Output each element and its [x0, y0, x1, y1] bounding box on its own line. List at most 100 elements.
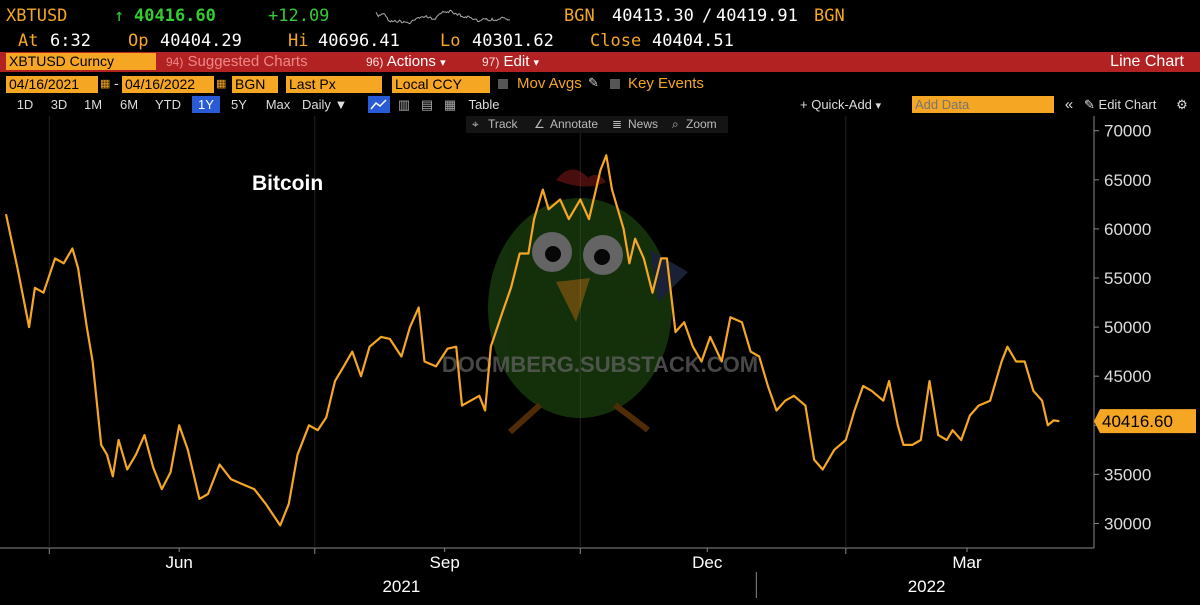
start-date-field[interactable]: 04/16/2021	[6, 76, 98, 93]
at-time: 6:32	[50, 31, 91, 51]
period-ytd[interactable]: YTD	[155, 97, 181, 112]
at-label: At	[18, 31, 39, 51]
close-label: Close	[590, 31, 642, 51]
news-button[interactable]: News	[628, 117, 659, 131]
source-field[interactable]: BGN	[232, 76, 278, 93]
mov-avgs-label[interactable]: Mov Avgs	[517, 75, 582, 92]
y-tick-label: 45000	[1104, 367, 1151, 386]
collapse-icon[interactable]: «	[1064, 96, 1074, 113]
period-5y[interactable]: 5Y	[231, 97, 247, 112]
last-price: 40416.60	[134, 6, 216, 26]
suggested-charts-label: Suggested Charts	[187, 53, 308, 70]
zoom-button[interactable]: Zoom	[686, 117, 717, 131]
y-tick-label: 65000	[1104, 171, 1151, 190]
y-tick-label: 55000	[1104, 269, 1151, 288]
watermark-text: DOOMBERG.SUBSTACK.COM	[442, 352, 758, 377]
price-change: +12.09	[268, 6, 330, 26]
close-price: 40404.51	[652, 31, 734, 51]
chevron-down-icon: ▾	[533, 57, 540, 69]
security-field[interactable]: XBTUSD Curncy	[6, 53, 156, 70]
line-chart-icon[interactable]	[368, 96, 390, 113]
y-tick-label: 50000	[1104, 318, 1151, 337]
period-max[interactable]: Max	[265, 97, 291, 112]
mov-avgs-checkbox[interactable]	[498, 79, 508, 89]
actions-menu[interactable]: 96) Actions ▾	[366, 53, 476, 71]
period-1y[interactable]: 1Y	[192, 96, 220, 113]
period-1m[interactable]: 1M	[83, 97, 103, 112]
frequency-selector[interactable]: Daily ▼	[302, 96, 366, 113]
bid-ask-separator: /	[702, 6, 713, 26]
crosshair-icon[interactable]: ⌖	[472, 117, 479, 131]
edit-chart-button[interactable]: ✎ Edit Chart	[1084, 96, 1170, 113]
period-bar: 1D 3D 1M 6M YTD 1Y 5Y Max Daily ▼ ▥ ▤ ▦ …	[0, 95, 1200, 115]
x-year-label: 2022	[908, 577, 946, 596]
open-label: Op	[128, 31, 149, 51]
ask-price: 40419.91	[716, 6, 798, 26]
edit-menu[interactable]: 97) Edit ▾	[482, 53, 562, 71]
low-label: Lo	[440, 31, 461, 51]
y-tick-label: 70000	[1104, 122, 1151, 141]
high-label: Hi	[288, 31, 309, 51]
key-events-checkbox[interactable]	[610, 79, 620, 89]
plus-icon: +	[800, 97, 808, 112]
chart-type-label: Line Chart	[1110, 53, 1184, 70]
period-1d[interactable]: 1D	[16, 97, 34, 112]
open-price: 40404.29	[160, 31, 242, 51]
edit-number: 97)	[482, 55, 500, 69]
date-separator: -	[114, 75, 119, 91]
y-tick-label: 60000	[1104, 220, 1151, 239]
field-selector[interactable]: Last Px	[286, 76, 382, 93]
x-month-label: Jun	[165, 553, 192, 572]
x-year-label: 2021	[382, 577, 420, 596]
last-value-marker	[1094, 409, 1196, 434]
chart-tools-bar: ⌖ Track ∠ Annotate ≣ News ⌕ Zoom	[466, 116, 728, 133]
ticker-label: XBTUSD	[6, 6, 68, 26]
actions-number: 96)	[366, 55, 384, 69]
gear-icon[interactable]: ⚙	[1176, 97, 1188, 112]
chart-settings-bar: 04/16/2021 ▦ - 04/16/2022 ▦ BGN Last Px …	[0, 75, 1200, 94]
up-arrow-icon: ↑	[114, 6, 125, 26]
track-button[interactable]: Track	[488, 117, 518, 131]
high-price: 40696.41	[318, 31, 400, 51]
annotate-button[interactable]: Annotate	[550, 117, 599, 131]
chevron-down-icon: ▾	[875, 100, 882, 112]
pencil-icon[interactable]: ✎	[588, 75, 599, 90]
x-month-label: Sep	[430, 553, 460, 572]
edit-label: Edit	[503, 53, 530, 70]
area-chart-icon[interactable]: ▦	[443, 97, 457, 112]
y-tick-label: 35000	[1104, 465, 1151, 484]
period-6m[interactable]: 6M	[119, 97, 139, 112]
candle-chart-icon[interactable]: ▤	[420, 97, 434, 112]
bid-price: 40413.30	[612, 6, 694, 26]
end-date-field[interactable]: 04/16/2022	[122, 76, 214, 93]
suggested-charts-button[interactable]: 94) Suggested Charts	[166, 53, 358, 71]
table-button[interactable]: Table	[468, 97, 500, 112]
key-events-label[interactable]: Key Events	[628, 75, 704, 92]
currency-selector[interactable]: Local CCY	[392, 76, 490, 93]
zoom-icon[interactable]: ⌕	[672, 117, 679, 131]
period-3d[interactable]: 3D	[50, 97, 68, 112]
add-data-input[interactable]	[912, 96, 1054, 113]
price-series-line	[4, 154, 1060, 527]
y-tick-label: 30000	[1104, 514, 1151, 533]
suggested-charts-number: 94)	[166, 55, 184, 69]
actions-label: Actions	[386, 53, 436, 70]
bar-chart-icon[interactable]: ▥	[397, 97, 411, 112]
quick-add-button[interactable]: + Quick-Add ▾	[800, 96, 904, 113]
triangle-down-icon: ▼	[334, 97, 348, 112]
x-month-label: Mar	[952, 553, 982, 572]
chicken-watermark	[488, 169, 688, 435]
frequency-label: Daily	[302, 97, 331, 112]
news-icon[interactable]: ≣	[612, 117, 623, 131]
chart-title: Bitcoin	[252, 172, 323, 195]
sparkline	[375, 9, 510, 25]
calendar-icon[interactable]: ▦	[100, 78, 111, 90]
ask-source: BGN	[814, 6, 845, 26]
x-month-label: Dec	[692, 553, 723, 572]
annotate-icon[interactable]: ∠	[534, 117, 545, 131]
calendar-icon[interactable]: ▦	[216, 78, 227, 90]
edit-chart-label: Edit Chart	[1098, 97, 1157, 112]
bid-source: BGN	[564, 6, 595, 26]
command-bar: XBTUSD Curncy 94) Suggested Charts 96) A…	[0, 52, 1200, 72]
